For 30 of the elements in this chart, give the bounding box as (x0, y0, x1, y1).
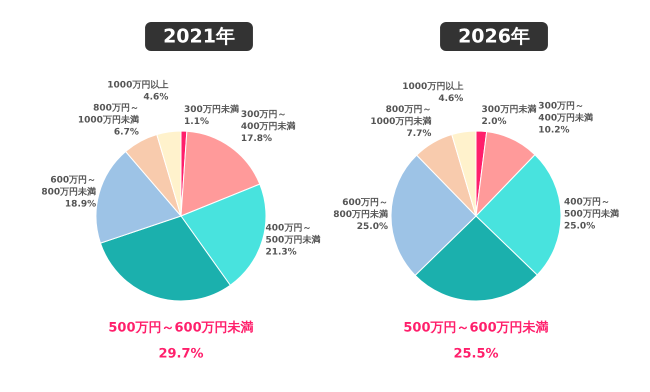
data-label: 25.0% (564, 221, 596, 232)
data-label: 25.0% (356, 222, 388, 232)
slice-label: 400万円～500万円未満 (564, 196, 619, 220)
slice-label: 300万円～400万円未満 (538, 100, 594, 124)
data-label: 1.1% (184, 117, 210, 128)
data-label: 2.0% (482, 117, 506, 128)
slice-label: 600万円～800万円未満 (41, 174, 96, 198)
slice-label: 500万円～600万円未満 (403, 320, 549, 336)
slice-label: 400万円～500万円未満 (265, 222, 320, 246)
chart-title: 2026年 (458, 26, 530, 48)
data-label: 25.5% (453, 346, 499, 362)
data-label: 17.8% (240, 134, 272, 144)
data-label: 18.9% (64, 200, 96, 210)
data-label: 4.6% (438, 94, 464, 104)
slice-label: 1000万円以上 (402, 81, 464, 92)
data-label: 6.7% (114, 128, 139, 138)
data-label: 7.7% (406, 129, 432, 140)
data-label: 10.2% (538, 126, 570, 136)
slice-label: 500万円～600万円未満 (108, 320, 254, 336)
slice-label: 300万円未満 (482, 104, 536, 116)
data-label: 21.3% (265, 248, 297, 258)
data-label: 29.7% (158, 346, 204, 362)
slice-label: 300万円～400万円未満 (240, 108, 296, 132)
slice-label: 800万円～1000万円未満 (78, 102, 139, 126)
slice-label: 800万円～1000万円未満 (370, 104, 432, 128)
slice-label: 1000万円以上 (107, 80, 168, 91)
slice-label: 300万円未満 (184, 104, 239, 116)
chart-title: 2021年 (163, 26, 235, 48)
slice-label: 600万円～800万円未満 (333, 196, 388, 220)
data-label: 4.6% (143, 92, 168, 103)
